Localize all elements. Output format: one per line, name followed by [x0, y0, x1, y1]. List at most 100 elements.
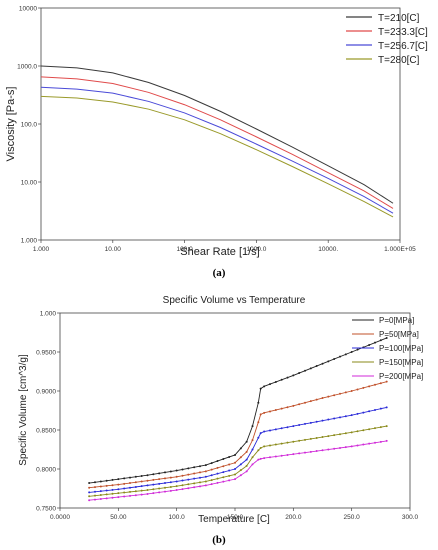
viscosity-chart: 1.000 10.00 100.0 1000.0 10000. 1.000E+05 1.00…	[5, 6, 428, 259]
data-point	[368, 410, 371, 413]
y-tick-label: 10.00	[21, 180, 38, 187]
data-point	[169, 476, 172, 479]
data-point	[94, 494, 96, 497]
data-point	[134, 481, 137, 484]
viscosity-plot-frame	[40, 7, 401, 241]
data-point	[321, 419, 324, 422]
data-point	[356, 444, 359, 447]
data-point	[292, 374, 295, 377]
data-point	[368, 428, 371, 431]
y-tick-label: 10000	[19, 6, 37, 13]
data-point	[94, 498, 96, 501]
data-point	[298, 424, 301, 427]
data-point	[199, 481, 201, 484]
data-point	[129, 494, 131, 497]
data-point	[309, 367, 312, 370]
data-point	[228, 463, 231, 466]
data-point	[263, 411, 266, 414]
data-point	[251, 425, 254, 428]
specific-volume-chart: Specific Volume vs Temperature 0.0000 50.…	[18, 295, 423, 525]
data-point	[187, 487, 190, 490]
data-point	[169, 485, 172, 488]
data-point	[94, 481, 96, 484]
x-tick-label: 150.0	[227, 514, 244, 521]
data-point	[234, 461, 236, 464]
data-point	[362, 429, 365, 432]
data-point	[257, 436, 260, 439]
data-point	[140, 485, 143, 488]
data-point	[280, 378, 283, 381]
specific-volume-legend: P=0[MPa] P=50[MPa] P=100[MPa] P=150[MPa] P=2…	[352, 316, 423, 381]
y-tick-label: 0.8000	[36, 467, 56, 474]
data-point	[187, 478, 190, 481]
data-point	[146, 489, 149, 492]
data-point	[152, 483, 155, 486]
data-point	[259, 387, 262, 390]
data-point	[204, 475, 207, 478]
data-point	[239, 474, 242, 477]
data-point	[193, 472, 196, 475]
specific-volume-title: Specific Volume vs Temperature	[163, 295, 306, 306]
data-point	[286, 426, 289, 429]
data-point	[187, 467, 190, 470]
data-point	[105, 484, 108, 487]
viscosity-x-axis-label: Shear Rate [1/s]	[180, 246, 260, 258]
legend-label: T=210[C]	[378, 13, 420, 24]
y-tick-label: 0.9000	[36, 389, 56, 396]
data-point	[94, 490, 96, 493]
data-point	[158, 478, 161, 481]
specific-volume-plot-frame	[59, 312, 411, 509]
legend-label: P=50[MPa]	[379, 330, 419, 339]
data-point	[257, 449, 260, 452]
data-point	[362, 386, 365, 389]
data-point	[210, 474, 213, 477]
data-point	[259, 432, 262, 435]
data-point	[204, 464, 207, 467]
data-point	[164, 471, 166, 474]
data-point	[152, 478, 155, 481]
x-tick-label: 300.0	[402, 514, 419, 521]
data-point	[309, 437, 312, 440]
data-point	[105, 489, 108, 492]
data-point	[286, 453, 289, 456]
data-point	[385, 425, 388, 428]
data-point	[193, 482, 196, 485]
data-point	[350, 351, 353, 353]
data-point	[99, 497, 102, 500]
data-point	[251, 448, 254, 451]
data-point	[327, 448, 330, 451]
data-point	[385, 336, 388, 339]
data-point	[374, 427, 376, 430]
data-point	[327, 395, 330, 398]
data-point	[257, 421, 260, 424]
y-tick-label: 0.9500	[36, 350, 56, 357]
data-point	[327, 418, 330, 421]
data-point	[117, 488, 120, 491]
y-tick-label: 0.7500	[36, 506, 56, 513]
data-point	[374, 441, 376, 444]
specific-volume-ticks: 0.0000 50.00 100.0 150.0 200.0 250.0 300.0 0.75…	[36, 311, 418, 522]
data-point	[181, 488, 184, 491]
data-point	[193, 477, 196, 480]
data-point	[129, 490, 131, 493]
data-point	[222, 480, 225, 483]
data-point	[152, 492, 155, 495]
data-point	[379, 426, 382, 429]
data-point	[344, 353, 347, 356]
data-point	[321, 362, 324, 365]
data-point	[88, 499, 91, 502]
data-point	[175, 489, 178, 492]
data-point	[309, 450, 312, 453]
y-tick-label: 100.0	[21, 122, 38, 129]
y-tick-label: 0.8500	[36, 428, 56, 435]
data-point	[152, 488, 155, 491]
legend-label: P=200[MPa]	[379, 372, 423, 381]
data-point	[263, 445, 266, 448]
specific-volume-y-axis-label: Specific Volume [cm^3/g]	[18, 354, 29, 466]
data-point	[210, 462, 213, 465]
viscosity-ticks: 1.000 10.00 100.0 1000.0 10000. 1.000E+05 1.00…	[17, 6, 416, 254]
data-point	[274, 409, 277, 412]
data-point	[123, 482, 126, 485]
data-point	[146, 474, 149, 477]
data-point	[374, 341, 376, 344]
